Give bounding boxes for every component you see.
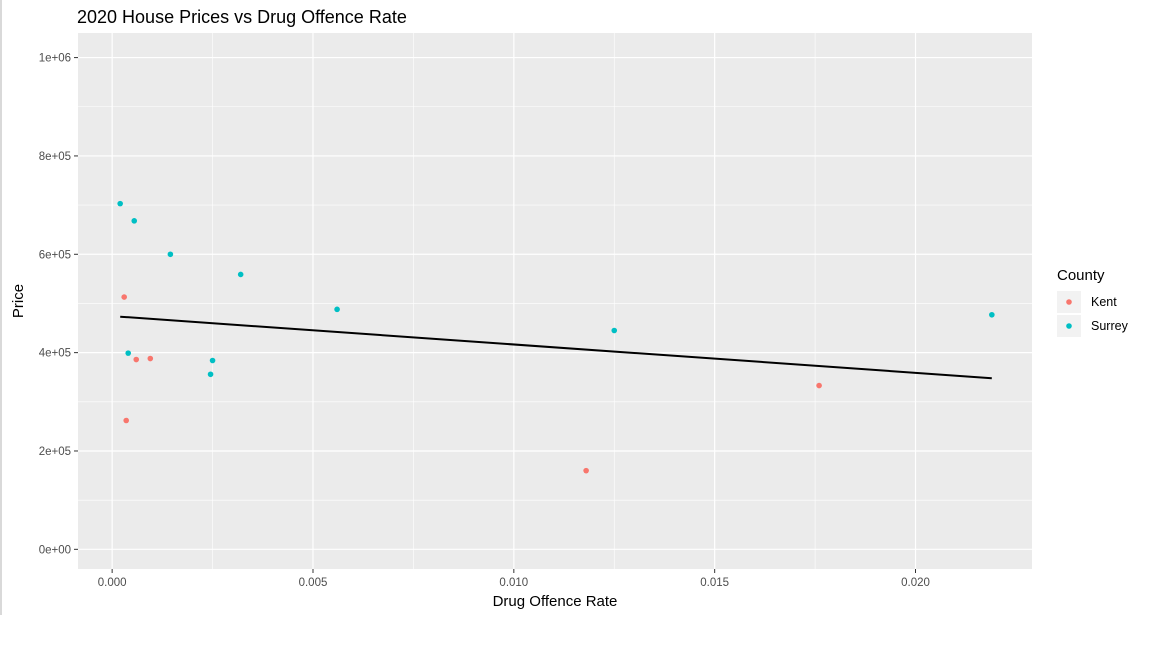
legend-label-kent: Kent <box>1091 295 1117 309</box>
y-tick-label: 4e+05 <box>39 348 71 360</box>
legend-label-surrey: Surrey <box>1091 319 1129 333</box>
surrey-point <box>611 327 618 334</box>
legend-key-kent <box>1066 299 1072 305</box>
kent-point <box>123 417 130 424</box>
legend-key-surrey <box>1066 323 1072 329</box>
legend: County Kent Surrey <box>1057 267 1129 337</box>
chart-title: 2020 House Prices vs Drug Offence Rate <box>77 7 407 27</box>
surrey-point <box>209 357 216 364</box>
surrey-point <box>207 371 214 378</box>
legend-items: Kent Surrey <box>1057 291 1129 337</box>
x-tick-label: 0.020 <box>901 577 930 589</box>
x-tick-label: 0.005 <box>299 577 328 589</box>
legend-title: County <box>1057 267 1105 284</box>
kent-point <box>133 356 140 363</box>
kent-point <box>816 382 822 389</box>
surrey-point <box>167 251 174 258</box>
y-tick-label: 6e+05 <box>39 249 71 261</box>
surrey-point <box>131 218 138 224</box>
surrey-point <box>237 271 244 278</box>
surrey-point <box>117 200 123 207</box>
kent-point <box>583 467 589 474</box>
surrey-point <box>125 350 132 356</box>
surrey-point <box>989 311 995 318</box>
surrey-point <box>334 306 340 313</box>
y-tick-label: 0e+00 <box>39 544 71 556</box>
x-tick-label: 0.015 <box>700 577 729 589</box>
plot-panel <box>78 33 1032 569</box>
grid-minor <box>78 33 1032 569</box>
left-border <box>0 0 2 615</box>
kent-point <box>121 294 127 300</box>
x-tick-label: 0.010 <box>499 577 528 589</box>
axis-ticks: 0.000 0.005 0.010 0.015 0.020 0e+00 2e+05 4e+05… <box>39 53 930 589</box>
x-axis-title: Drug Offence Rate <box>493 593 618 610</box>
x-tick-label: 0.000 <box>98 577 127 589</box>
trend-line <box>120 315 992 380</box>
y-tick-label: 1e+06 <box>39 53 71 65</box>
y-axis-title: Price <box>10 284 27 318</box>
y-tick-label: 2e+05 <box>39 446 71 458</box>
trend-layer <box>120 315 992 380</box>
kent-point <box>147 355 154 362</box>
y-tick-label: 8e+05 <box>39 151 71 163</box>
grid-major <box>78 33 1032 569</box>
points-layer <box>117 200 995 474</box>
